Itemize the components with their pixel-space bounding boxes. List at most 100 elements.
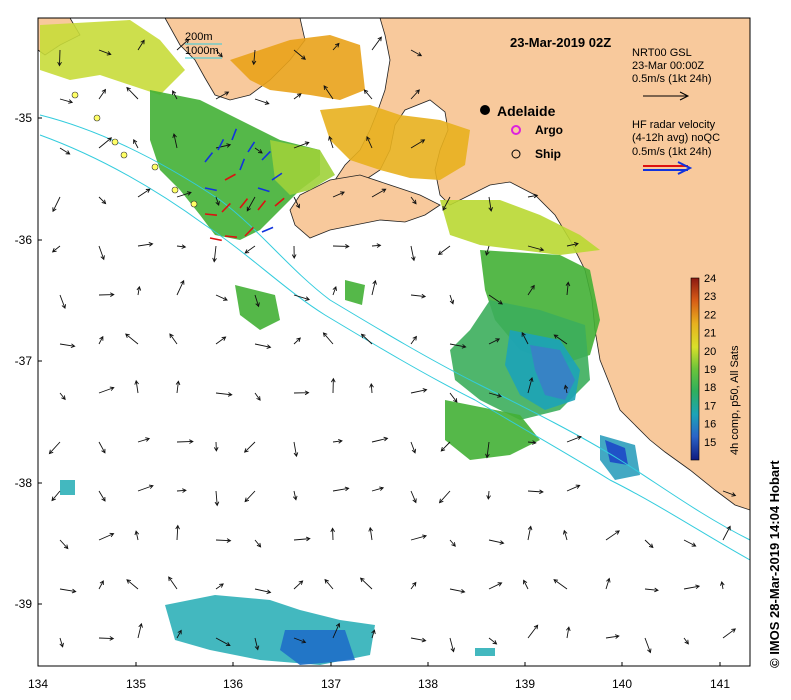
velocity-arrow [644,539,654,549]
map-title: 23-Mar-2019 02Z [510,35,611,50]
velocity-arrow [98,88,107,100]
radar-legend-line-3: 0.5m/s (1kt 24h) [632,146,711,158]
velocity-arrow [410,293,427,299]
velocity-arrow [176,191,192,198]
velocity-arrow [440,441,451,452]
velocity-arrow [244,490,256,503]
plot-frame [37,17,751,667]
velocity-arrow [553,334,568,345]
velocity-arrow [254,392,261,401]
x-tick-label: 136 [223,677,243,691]
velocity-arrow [369,382,374,394]
velocity-arrow [293,337,301,345]
ship-label: Ship [535,147,561,161]
argo-label: Argo [535,123,563,137]
velocity-arrow [215,538,232,543]
velocity-arrow [488,539,505,545]
velocity-arrow [251,49,257,66]
velocity-arrow [291,245,297,259]
velocity-arrow [59,147,71,155]
velocity-arrow [254,637,260,651]
velocity-arrow [485,441,490,459]
radar-legend-line-2: (4-12h avg) noQC [632,132,720,144]
velocity-arrow [683,584,701,590]
y-axis: -35 -36 -37 -38 -39 [15,111,42,611]
velocity-arrow [371,436,389,443]
velocity-arrow [175,380,181,394]
velocity-arrow [332,286,337,296]
velocity-arrow [98,137,113,149]
radar-arrow [221,202,231,213]
velocity-arrow [410,581,417,590]
velocity-arrow [51,490,61,502]
velocity-arrow [488,392,503,398]
velocity-arrow [215,336,227,345]
velocity-arrow [332,486,350,492]
gsl-legend: NRT00 GSL 23-Mar 00:00Z 0.5m/s (1kt 24h) [632,47,711,101]
velocity-arrow [98,196,107,205]
radar-arrow [231,128,238,141]
velocity-arrow [488,338,501,345]
radar-arrow [224,173,236,181]
velocity-arrow [527,489,544,495]
velocity-arrow [213,441,219,452]
x-tick-label: 134 [28,677,48,691]
velocity-arrow [172,90,178,100]
velocity-arrow [137,622,143,639]
velocity-arrow [449,294,455,305]
velocity-arrow [644,637,652,654]
colorbar-tick-label: 22 [704,309,716,321]
marker-legend: Argo Ship [511,123,563,161]
velocity-arrow [254,539,262,548]
velocity-arrow [488,637,498,645]
credit-text: © IMOS 28-Mar-2019 14:04 Hobart [767,460,782,668]
radar-arrow [257,187,270,193]
radar-arrow [261,150,271,161]
radar-arrow [239,198,249,209]
velocity-arrow [59,637,64,648]
velocity-arrow [371,279,377,296]
velocity-arrow [527,245,545,252]
velocity-arrow [410,335,417,345]
velocity-arrow [98,292,115,297]
velocity-arrow [57,49,62,67]
velocity-arrow [437,245,451,256]
velocity-arrow [410,245,416,262]
velocity-arrow [410,490,417,504]
velocity-arrow [176,439,194,444]
velocity-arrow [51,245,61,253]
bathymetry-legend: 200m 1000m [185,31,222,59]
velocity-arrow [368,526,373,541]
radar-arrow [257,200,267,211]
velocity-arrow [363,89,373,100]
x-tick-label: 135 [126,677,146,691]
velocity-arrow [293,390,310,396]
radar-arrow [204,187,217,192]
velocity-arrow [134,530,140,541]
velocity-arrow [59,588,77,594]
velocity-arrow [485,245,490,256]
velocity-arrow [215,294,228,301]
velocity-arrow [98,245,105,261]
velocity-arrow [605,530,620,541]
velocity-arrow [215,392,233,397]
x-tick-label: 140 [612,677,632,691]
velocity-arrow [449,392,458,403]
velocity-arrow [133,138,139,149]
velocity-arrow [98,580,104,590]
velocity-arrow [98,441,106,454]
velocity-arrow [488,294,503,305]
colorbar-tick-label: 15 [704,437,716,449]
colorbar-tick-label: 20 [704,346,716,358]
velocity-arrow [410,49,423,57]
gsl-velocity-arrows [48,36,737,654]
radar-arrow [204,152,214,163]
radar-legend-line-1: HF radar velocity [632,119,716,131]
velocity-arrow [254,588,272,595]
velocity-arrow [175,524,180,541]
velocity-arrow [323,85,334,100]
velocity-arrow [449,539,456,547]
velocity-arrow [371,486,385,492]
velocity-arrow [566,484,581,492]
velocity-arrow [722,490,737,497]
